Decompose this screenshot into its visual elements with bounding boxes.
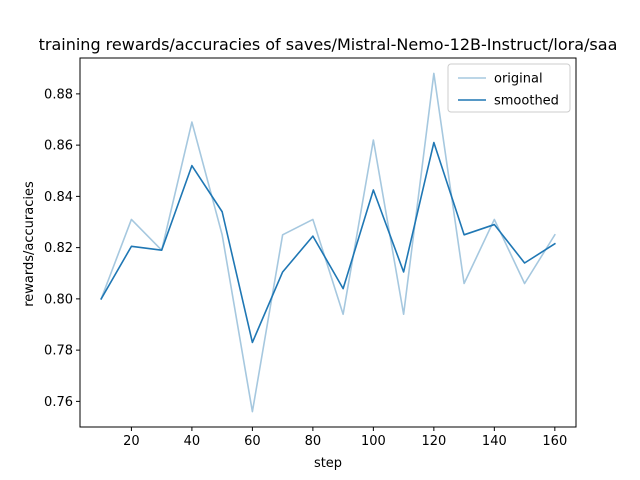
y-tick-label: 0.78: [44, 344, 73, 359]
y-tick-label: 0.84: [44, 190, 73, 205]
x-tick-label: 20: [123, 434, 140, 449]
chart-title: training rewards/accuracies of saves/Mis…: [39, 35, 618, 54]
series-line-smoothed: [100, 141, 556, 344]
y-tick-label: 0.80: [44, 292, 73, 307]
legend-label-original: original: [494, 72, 543, 87]
series-line-original: [100, 72, 556, 413]
y-tick-label: 0.76: [44, 395, 73, 410]
y-axis-label: rewards/accuracies: [22, 181, 37, 307]
x-tick-label: 140: [482, 434, 507, 449]
x-tick-label: 40: [184, 434, 201, 449]
x-tick-label: 120: [421, 434, 446, 449]
x-tick-label: 160: [542, 434, 567, 449]
plot-area: 20 40 60 80 100 120 140 160 0.76 0.78 0.80 0.82 0.84…: [44, 57, 577, 449]
plot-frame: [79, 57, 577, 428]
x-tick-label: 60: [244, 434, 261, 449]
y-tick-label: 0.88: [44, 87, 73, 102]
x-tick-label: 80: [305, 434, 322, 449]
legend-label-smoothed: smoothed: [494, 94, 559, 109]
x-axis-label: step: [314, 456, 342, 471]
legend: original smoothed: [447, 63, 571, 113]
y-tick-label: 0.82: [44, 241, 73, 256]
x-tick-label: 100: [361, 434, 386, 449]
y-tick-label: 0.86: [44, 139, 73, 154]
